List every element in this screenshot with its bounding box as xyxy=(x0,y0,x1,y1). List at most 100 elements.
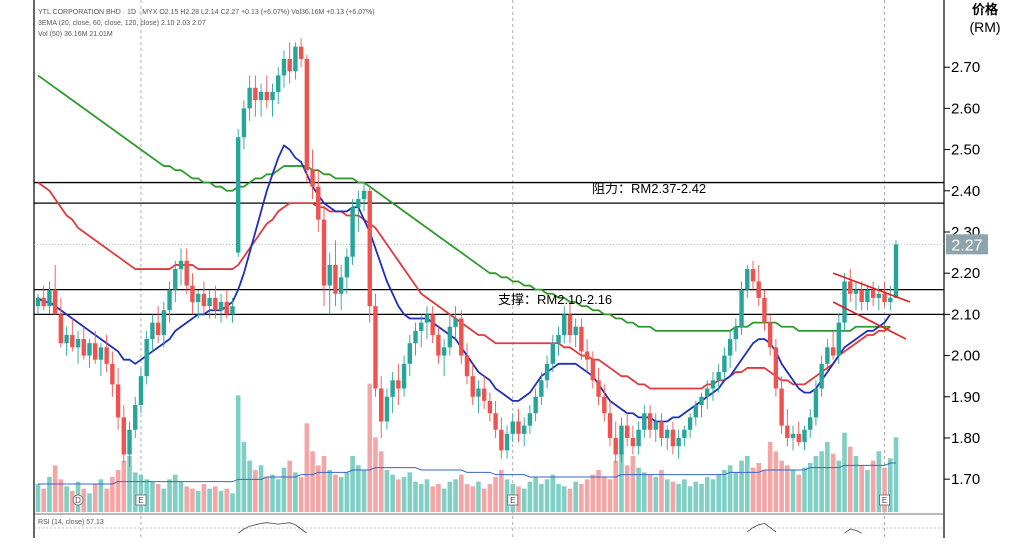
volume-bar xyxy=(825,442,830,512)
candle-body xyxy=(178,260,184,270)
volume-bar xyxy=(802,467,807,512)
volume-bar xyxy=(756,463,762,512)
candle-body xyxy=(859,289,864,303)
volume-bar xyxy=(785,465,790,512)
candle-body xyxy=(590,359,596,381)
candle-body xyxy=(81,339,86,356)
candle-body xyxy=(133,405,138,430)
volume-bar xyxy=(230,493,235,512)
volume-bar xyxy=(733,472,739,512)
candle-body xyxy=(556,334,561,344)
symbol-header: YTL CORPORATION BHD · 1D · MYX O2.15 H2.… xyxy=(38,9,375,16)
candle-body xyxy=(344,256,350,278)
volume-bar xyxy=(64,486,69,512)
candle-body xyxy=(665,429,670,438)
candle-body xyxy=(481,388,487,401)
candle-body xyxy=(499,429,504,451)
volume-bar xyxy=(190,488,195,512)
volume-bar xyxy=(184,486,190,512)
candle-body xyxy=(98,347,104,360)
volume-bar xyxy=(653,477,659,512)
dividend-marker xyxy=(72,494,84,506)
candle-body xyxy=(316,186,321,220)
candle-body xyxy=(264,91,269,101)
candle-body xyxy=(619,425,624,455)
rsi-line xyxy=(237,522,308,534)
volume-bar xyxy=(670,481,676,512)
candle-body xyxy=(35,297,41,307)
volume-bar xyxy=(70,491,75,512)
candle-body xyxy=(115,384,121,418)
volume-bar xyxy=(533,477,538,512)
volume-bar xyxy=(367,383,373,512)
volume-bar xyxy=(253,470,258,512)
volume-bar xyxy=(882,467,887,512)
candle-body xyxy=(796,433,801,443)
pennant-upper-line xyxy=(832,272,911,303)
volume-bar xyxy=(310,451,315,512)
volume-bar xyxy=(704,477,710,512)
candle-body xyxy=(75,339,81,348)
volume-bar xyxy=(556,484,561,512)
volume-bar xyxy=(481,488,487,512)
volume-bar xyxy=(659,470,664,512)
candle-body xyxy=(241,108,247,138)
candle-body xyxy=(58,314,64,344)
candle-body xyxy=(790,433,796,438)
event-marker-label: E xyxy=(138,496,143,505)
pennant-lower-line xyxy=(832,301,907,340)
volume-bar xyxy=(699,484,704,512)
volume-bar xyxy=(847,446,853,512)
volume-bar xyxy=(567,488,573,512)
volume-bar xyxy=(550,474,556,512)
candle-body xyxy=(842,281,847,323)
volume-bar xyxy=(87,493,92,512)
candle-body xyxy=(356,199,361,208)
candle-body xyxy=(750,269,756,282)
candle-body xyxy=(510,421,515,434)
volume-legend: Vol (50) 36.16M 21.01M xyxy=(38,31,113,38)
volume-bar xyxy=(499,470,504,512)
volume-bar xyxy=(573,481,578,512)
volume-bar xyxy=(436,484,441,512)
volume-bar xyxy=(458,474,464,512)
volume-bar xyxy=(207,488,212,512)
volume-bar xyxy=(493,477,498,512)
candle-body xyxy=(270,91,275,101)
candle-body xyxy=(413,330,418,344)
candle-body xyxy=(584,351,590,360)
candle-body xyxy=(190,285,195,303)
volume-bar xyxy=(601,477,607,512)
volume-bar xyxy=(150,481,155,512)
volume-bar xyxy=(859,465,864,512)
y-tick-label: 1.80 xyxy=(951,430,980,447)
volume-bar xyxy=(235,395,241,512)
volume-bar xyxy=(630,456,636,512)
candle-body xyxy=(321,219,327,286)
volume-bar xyxy=(104,488,109,512)
candle-body xyxy=(384,396,390,422)
candle-body xyxy=(882,293,887,303)
candle-body xyxy=(379,388,384,422)
volume-bar xyxy=(413,481,418,512)
volume-bar xyxy=(584,479,590,512)
candle-body xyxy=(876,293,882,298)
y-tick-label: 2.60 xyxy=(951,100,980,117)
volume-bar xyxy=(613,460,619,512)
candle-body xyxy=(493,413,498,430)
y-tick-label: 1.70 xyxy=(951,471,980,488)
volume-bar xyxy=(201,484,207,512)
candlesticks xyxy=(35,38,899,467)
candle-body xyxy=(647,413,653,430)
volume-ma-line xyxy=(38,462,896,485)
candle-body xyxy=(830,347,836,356)
candle-body xyxy=(670,429,676,447)
volume-bar xyxy=(504,479,510,512)
earnings-marker xyxy=(135,494,147,506)
volume-bar xyxy=(424,479,430,512)
volume-bar xyxy=(47,477,52,512)
volume-bar xyxy=(333,474,338,512)
candle-body xyxy=(161,310,167,335)
candle-body xyxy=(573,326,578,335)
